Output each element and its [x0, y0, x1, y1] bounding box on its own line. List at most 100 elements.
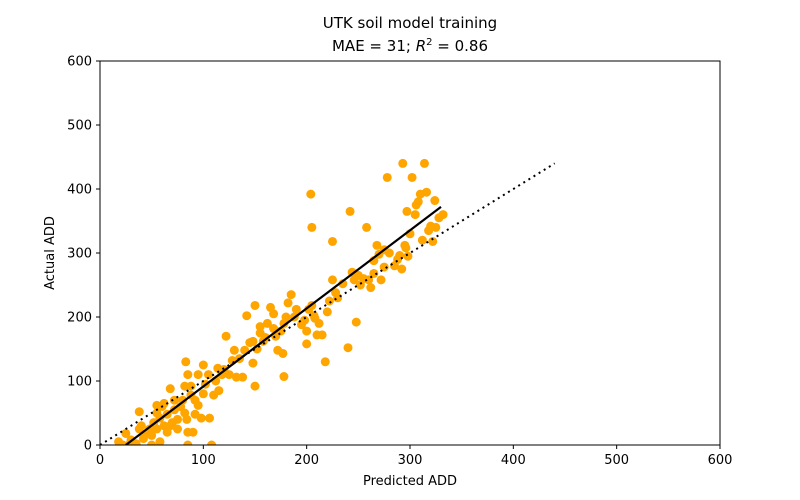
data-point: [302, 326, 312, 336]
data-point: [262, 318, 272, 328]
data-point: [131, 439, 141, 445]
data-point: [205, 413, 215, 423]
data-point: [198, 360, 208, 370]
data-point: [188, 427, 198, 437]
data-point: [376, 275, 386, 285]
data-point: [238, 372, 248, 382]
data-point: [407, 172, 417, 182]
x-tick-label: 400: [501, 453, 526, 468]
data-point: [248, 336, 258, 346]
data-point: [231, 372, 241, 382]
data-point: [136, 421, 146, 431]
subtitle-prefix: MAE = 31;: [332, 37, 416, 55]
data-point: [250, 300, 260, 310]
data-point: [402, 206, 412, 216]
data-point: [379, 262, 389, 272]
data-point: [430, 196, 440, 206]
data-point: [147, 430, 157, 440]
data-point: [134, 407, 144, 417]
data-point: [320, 357, 330, 367]
data-point: [417, 235, 427, 245]
data-point: [410, 210, 420, 220]
fit-line: [125, 206, 442, 445]
data-point: [155, 437, 165, 445]
chart-title: UTK soil model training: [323, 14, 497, 32]
subtitle-sup: 2: [426, 37, 432, 48]
data-point: [314, 318, 324, 328]
data-point: [397, 264, 407, 274]
data-point: [401, 243, 411, 253]
data-point: [250, 381, 260, 391]
data-point: [398, 158, 408, 168]
data-point: [382, 172, 392, 182]
x-tick-label: 600: [708, 453, 733, 468]
data-point: [173, 414, 182, 424]
data-point: [419, 158, 429, 168]
data-point: [403, 251, 413, 261]
data-point: [438, 210, 448, 220]
data-point: [173, 424, 182, 434]
axes: 0 100 200 300 400 500 600 0 100 200 300 400 500 600: [67, 55, 732, 469]
data-point: [291, 304, 301, 314]
data-point: [343, 343, 353, 353]
y-tick-label: 600: [67, 55, 92, 70]
y-tick-label: 300: [67, 247, 92, 262]
plot-content: [100, 158, 556, 445]
data-point: [286, 290, 296, 300]
data-point: [169, 395, 179, 405]
data-point: [322, 307, 332, 317]
chart-subtitle: MAE = 31; R2 = 0.86: [332, 37, 488, 55]
data-point: [181, 357, 191, 367]
data-point: [278, 348, 288, 358]
data-point: [302, 339, 312, 349]
plot-area: [100, 158, 556, 445]
data-point: [384, 248, 394, 258]
data-point: [328, 275, 337, 285]
data-point: [300, 315, 310, 325]
data-point: [317, 330, 327, 340]
data-point: [182, 414, 192, 424]
y-tick-label: 0: [84, 439, 92, 454]
data-point: [279, 372, 289, 382]
y-axis-label: Actual ADD: [43, 216, 58, 290]
data-point: [372, 240, 382, 250]
x-tick-label: 100: [191, 453, 216, 468]
data-point: [362, 222, 372, 232]
data-point: [345, 206, 355, 216]
data-point: [333, 293, 343, 303]
data-point: [269, 309, 279, 319]
data-point: [306, 189, 316, 199]
x-tick-label: 200: [294, 453, 319, 468]
data-point: [224, 370, 234, 380]
data-point: [214, 386, 224, 396]
data-point: [307, 222, 317, 232]
data-point: [281, 312, 291, 322]
data-point: [422, 187, 432, 197]
subtitle-r: R: [416, 37, 426, 55]
data-point: [248, 358, 258, 368]
data-point: [428, 236, 438, 246]
data-point: [204, 370, 213, 380]
data-point: [183, 370, 193, 380]
data-point: [221, 331, 231, 341]
data-point: [283, 298, 293, 308]
data-point: [193, 370, 203, 380]
data-point: [147, 440, 157, 445]
data-point: [186, 381, 196, 391]
data-point: [183, 440, 193, 445]
data-point: [152, 424, 162, 434]
data-point: [198, 389, 208, 399]
chart-title-group: UTK soil model training MAE = 31; R2 = 0…: [323, 14, 497, 55]
data-point: [328, 236, 337, 246]
subtitle-suffix: = 0.86: [433, 37, 489, 55]
data-point: [351, 317, 361, 327]
data-point: [180, 381, 190, 391]
data-point: [242, 311, 252, 321]
x-tick-label: 300: [398, 453, 423, 468]
y-tick-label: 100: [67, 375, 92, 390]
data-point: [193, 400, 203, 410]
data-point: [207, 440, 217, 445]
y-tick-label: 500: [67, 119, 92, 134]
y-tick-label: 400: [67, 183, 92, 198]
